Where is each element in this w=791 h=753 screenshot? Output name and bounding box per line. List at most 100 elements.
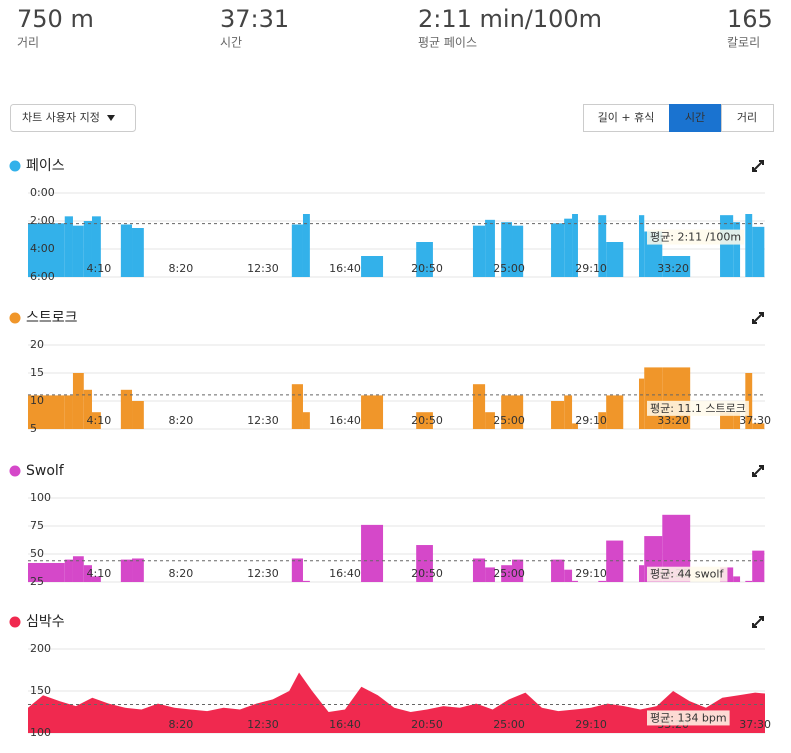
x-tick-label: 12:30 — [247, 262, 279, 275]
x-tick-label: 16:40 — [329, 718, 361, 731]
bar — [598, 215, 607, 277]
bar — [638, 565, 645, 582]
bar — [485, 567, 495, 582]
bar — [120, 224, 133, 277]
bar — [83, 221, 92, 277]
expand-icon[interactable] — [752, 160, 764, 172]
y-tick-label: 4:00 — [30, 242, 55, 255]
bar — [91, 216, 101, 277]
tab-label: 길이 + 휴식 — [598, 111, 655, 124]
bar — [752, 423, 765, 429]
chart-title: Swolf — [26, 463, 65, 479]
y-tick-label: 20 — [30, 338, 44, 351]
bar — [302, 412, 310, 429]
button-label: 차트 사용자 지정 — [22, 111, 100, 124]
bar — [501, 565, 513, 582]
x-tick-label: 12:30 — [247, 718, 279, 731]
bar — [28, 562, 65, 582]
average-label-bg — [647, 710, 730, 726]
bar — [472, 225, 486, 277]
y-tick-label: 0:00 — [30, 186, 55, 199]
y-tick-label: 75 — [30, 519, 44, 532]
stat-label: 시간 — [220, 36, 242, 50]
bar — [551, 401, 565, 429]
bar — [485, 412, 495, 429]
x-tick-label: 16:40 — [329, 414, 361, 427]
dropdown-arrow — [107, 115, 115, 121]
stat-label: 평균 페이스 — [418, 36, 477, 50]
bar — [564, 218, 573, 277]
x-tick-label: 33:20 — [657, 262, 689, 275]
button-box — [10, 104, 136, 132]
bar — [91, 576, 101, 582]
x-tick-label: 20:50 — [411, 414, 443, 427]
customize-button[interactable]: 차트 사용자 지정 — [10, 104, 136, 132]
tab-label: 시간 — [685, 111, 705, 124]
x-tick-label: 29:10 — [575, 567, 607, 580]
bar — [132, 558, 144, 582]
expand-icon[interactable] — [752, 465, 764, 477]
bar — [638, 378, 645, 429]
x-tick-label: 29:10 — [575, 262, 607, 275]
x-tick-label: 37:30 — [739, 414, 771, 427]
y-tick-label: 100 — [30, 491, 51, 504]
expand-icon[interactable] — [752, 616, 764, 628]
y-tick-label: 100 — [30, 726, 51, 739]
expand-icon[interactable] — [752, 312, 764, 324]
bar — [72, 373, 84, 429]
bar — [120, 389, 133, 429]
chart-title: 페이스 — [26, 158, 65, 174]
bar — [72, 225, 84, 277]
bar — [572, 214, 578, 277]
bar — [512, 559, 524, 582]
bar — [662, 367, 691, 429]
bar — [606, 242, 624, 277]
x-tick-label: 4:10 — [87, 414, 112, 427]
bar — [572, 423, 578, 429]
tab-box — [583, 104, 670, 132]
stat-value: 2:11 min/100m — [418, 5, 602, 33]
bar — [132, 228, 144, 277]
x-tick-label: 8:20 — [169, 718, 194, 731]
y-tick-label: 15 — [30, 366, 44, 379]
x-tick-label: 25:00 — [493, 718, 525, 731]
chart-title: 심박수 — [26, 614, 65, 630]
bar — [720, 215, 734, 277]
bar — [64, 395, 73, 429]
stat-value: 165 — [727, 5, 773, 33]
stat-label: 거리 — [17, 36, 39, 50]
view-tab[interactable]: 거리 — [721, 104, 774, 132]
bar — [512, 225, 524, 277]
bar — [662, 256, 691, 277]
bar — [745, 214, 753, 277]
bar — [91, 412, 101, 429]
tab-box — [669, 104, 722, 132]
x-tick-label: 29:10 — [575, 414, 607, 427]
x-tick-label: 4:10 — [87, 262, 112, 275]
chart-title: 스트로크 — [26, 310, 78, 326]
bar — [606, 395, 624, 429]
bar — [83, 565, 92, 582]
bar — [752, 550, 765, 582]
x-tick-label: 29:10 — [575, 718, 607, 731]
bar — [733, 576, 741, 582]
y-tick-label: 10 — [30, 394, 44, 407]
heart-rate-area — [28, 672, 765, 733]
tab-box — [721, 104, 774, 132]
average-label-bg — [647, 566, 728, 582]
bar — [638, 215, 645, 277]
bar — [564, 395, 573, 429]
bar — [572, 580, 578, 582]
view-tab[interactable]: 길이 + 휴식 — [583, 104, 670, 132]
x-tick-label: 16:40 — [329, 567, 361, 580]
bar — [598, 580, 607, 582]
bar — [416, 412, 433, 429]
legend-dot — [9, 616, 21, 628]
x-tick-label: 20:50 — [411, 718, 443, 731]
stat-value: 750 m — [17, 5, 94, 33]
y-tick-label: 5 — [30, 422, 37, 435]
bar — [733, 222, 741, 277]
view-tab[interactable]: 시간 — [669, 104, 722, 132]
bar — [361, 256, 384, 277]
bar — [72, 556, 84, 582]
